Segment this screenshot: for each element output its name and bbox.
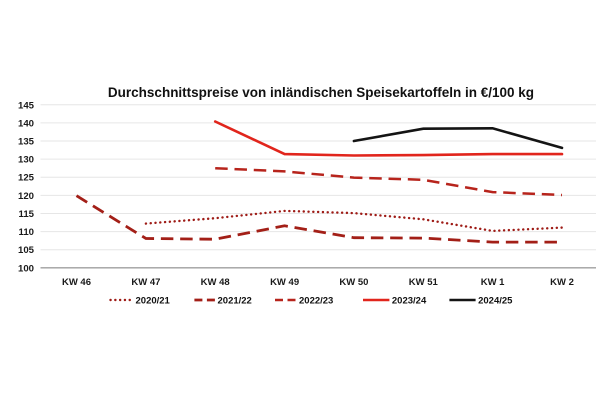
svg-text:KW 49: KW 49 (270, 277, 299, 288)
svg-text:2023/24: 2023/24 (392, 296, 427, 307)
svg-text:105: 105 (18, 245, 35, 256)
svg-text:2022/23: 2022/23 (299, 296, 333, 307)
svg-text:120: 120 (18, 191, 34, 202)
svg-text:130: 130 (18, 155, 34, 166)
svg-text:125: 125 (18, 173, 35, 184)
svg-text:KW 50: KW 50 (339, 277, 368, 288)
svg-text:KW 51: KW 51 (409, 277, 439, 288)
svg-text:2024/25: 2024/25 (478, 296, 513, 307)
svg-text:2021/22: 2021/22 (218, 296, 252, 307)
svg-text:KW 2: KW 2 (550, 277, 574, 288)
svg-text:135: 135 (18, 137, 35, 148)
svg-text:145: 145 (18, 100, 35, 111)
svg-text:115: 115 (19, 209, 35, 220)
svg-text:140: 140 (18, 118, 34, 129)
svg-text:KW 47: KW 47 (131, 277, 160, 288)
svg-text:2020/21: 2020/21 (136, 296, 171, 307)
svg-text:100: 100 (18, 263, 34, 274)
svg-text:Durchschnittspreise von inländ: Durchschnittspreise von inländischen Spe… (108, 85, 534, 100)
svg-text:110: 110 (19, 227, 34, 238)
svg-text:KW 48: KW 48 (201, 277, 230, 288)
svg-text:KW 46: KW 46 (62, 277, 91, 288)
svg-text:KW 1: KW 1 (481, 277, 505, 288)
